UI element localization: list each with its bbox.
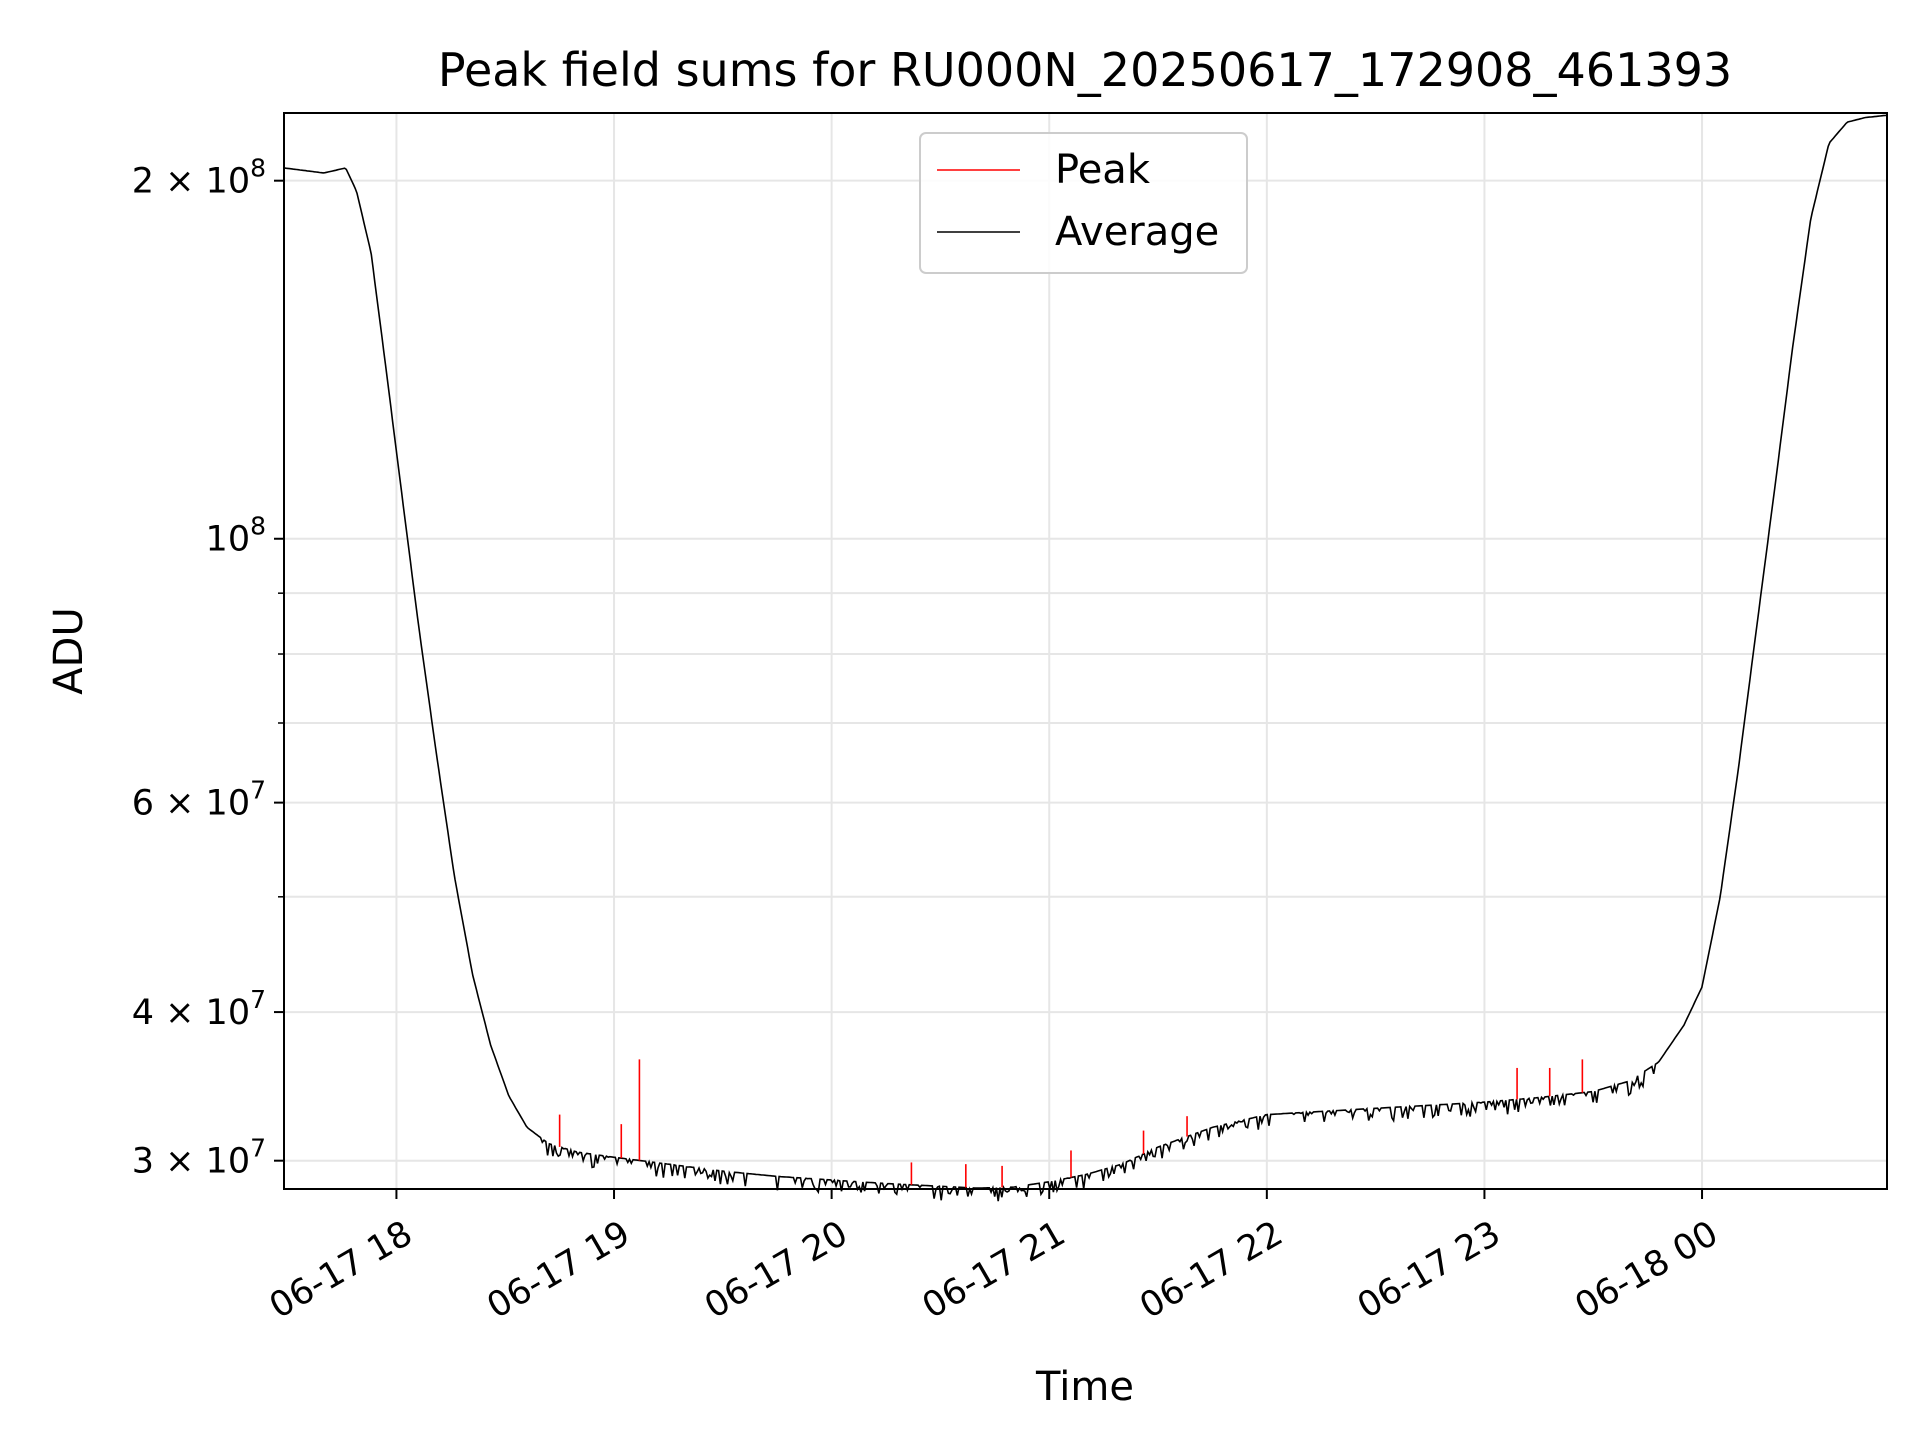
plot-frame <box>283 112 1888 1190</box>
grid-lines <box>284 113 1887 1189</box>
y-tick-label: 108 <box>206 512 266 560</box>
legend-box <box>919 132 1248 274</box>
legend-label-peak: Peak <box>1055 147 1151 193</box>
axis-ticks <box>274 179 1704 1199</box>
chart-title: Peak field sums for RU000N_20250617_1729… <box>438 43 1732 97</box>
plot-lines <box>283 114 1888 1202</box>
y-tick-label: 3 × 107 <box>132 1134 266 1182</box>
legend: Peak Average <box>919 132 1248 274</box>
legend-label-average: Average <box>1055 209 1219 255</box>
x-axis-label: Time <box>1035 1364 1134 1410</box>
y-axis-label: ADU <box>46 607 92 694</box>
y-tick-label: 2 × 108 <box>132 154 266 202</box>
y-tick-label: 4 × 107 <box>132 985 266 1033</box>
y-tick-label: 6 × 107 <box>132 776 266 824</box>
series-average-line <box>283 114 1888 1202</box>
